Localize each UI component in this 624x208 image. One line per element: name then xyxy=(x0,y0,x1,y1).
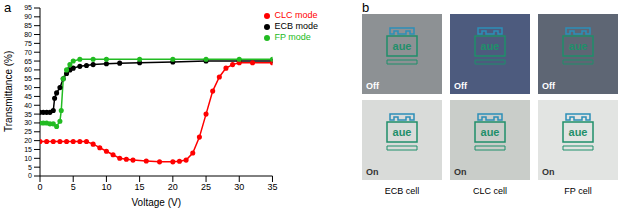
svg-text:aue: aue xyxy=(569,40,588,52)
svg-text:aue: aue xyxy=(393,126,412,138)
html-text:On: On xyxy=(542,167,555,177)
html-text:ECB mode: ECB mode xyxy=(274,21,318,31)
html-text:On: On xyxy=(454,167,467,177)
html-text:On: On xyxy=(366,167,379,177)
svg-text:60: 60 xyxy=(24,66,32,73)
svg-text:Voltage (V): Voltage (V) xyxy=(131,197,180,208)
svg-text:15: 15 xyxy=(24,146,32,153)
svg-text:40: 40 xyxy=(24,102,32,109)
html-text:Off: Off xyxy=(454,81,467,91)
html-text:Off: Off xyxy=(366,81,379,91)
html-text:b: b xyxy=(362,0,370,15)
svg-text:25: 25 xyxy=(24,128,32,135)
svg-text:90: 90 xyxy=(24,13,32,20)
html-text:CLC cell: CLC cell xyxy=(473,186,507,196)
svg-text:aue: aue xyxy=(393,40,412,52)
svg-text:15: 15 xyxy=(135,182,145,192)
svg-text:80: 80 xyxy=(24,31,32,38)
svg-text:5: 5 xyxy=(28,164,32,171)
svg-text:20: 20 xyxy=(24,137,32,144)
html-text:Off: Off xyxy=(542,81,555,91)
svg-text:95: 95 xyxy=(24,4,32,11)
svg-text:30: 30 xyxy=(24,119,32,126)
svg-text:35: 35 xyxy=(24,111,32,118)
svg-text:75: 75 xyxy=(24,40,32,47)
svg-text:aue: aue xyxy=(481,126,500,138)
svg-text:70: 70 xyxy=(24,49,32,56)
svg-text:5: 5 xyxy=(71,182,76,192)
html-text:a: a xyxy=(4,0,12,15)
svg-text:45: 45 xyxy=(24,93,32,100)
svg-text:30: 30 xyxy=(234,182,244,192)
svg-text:50: 50 xyxy=(24,84,32,91)
html-text:ECB cell: ECB cell xyxy=(384,186,420,196)
html-text:FP mode: FP mode xyxy=(274,32,311,42)
svg-text:10: 10 xyxy=(24,155,32,162)
svg-text:55: 55 xyxy=(24,75,32,82)
svg-text:25: 25 xyxy=(201,182,211,192)
html-text:FP cell: FP cell xyxy=(564,186,592,196)
svg-text:0: 0 xyxy=(28,172,32,179)
html-text:CLC mode: CLC mode xyxy=(274,10,318,20)
svg-text:Transmittance (%): Transmittance (%) xyxy=(8,51,14,132)
svg-text:aue: aue xyxy=(481,40,500,52)
svg-text:20: 20 xyxy=(168,182,178,192)
svg-text:85: 85 xyxy=(24,22,32,29)
svg-text:aue: aue xyxy=(569,126,588,138)
svg-text:35: 35 xyxy=(267,182,277,192)
svg-text:10: 10 xyxy=(101,182,111,192)
svg-text:0: 0 xyxy=(37,182,42,192)
svg-text:65: 65 xyxy=(24,58,32,65)
